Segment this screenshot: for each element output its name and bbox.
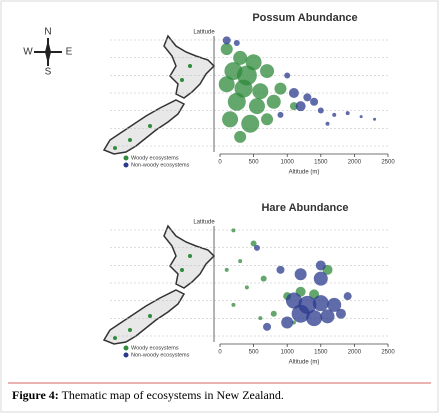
- x-tick-label: 500: [249, 160, 260, 166]
- x-tick-label: 2500: [381, 160, 395, 166]
- compass: N S W E: [23, 27, 72, 78]
- x-tick-label: 2500: [381, 350, 395, 356]
- bubble: [313, 271, 328, 286]
- compass-n: N: [44, 27, 51, 38]
- x-tick-label: 1500: [314, 350, 328, 356]
- bubble: [250, 240, 257, 247]
- bubble: [261, 113, 274, 126]
- x-tick-label: 1000: [281, 160, 295, 166]
- x-tick-label: 0: [218, 350, 222, 356]
- bubble: [224, 267, 229, 272]
- bubble: [227, 92, 246, 111]
- bubble: [233, 50, 248, 65]
- bubble: [222, 36, 231, 45]
- x-tick-label: 500: [249, 350, 260, 356]
- legend-label: Non-woody ecosystems: [131, 162, 190, 168]
- bubble: [281, 316, 294, 329]
- bubble: [277, 111, 284, 118]
- bubble: [285, 292, 302, 309]
- bubble: [303, 93, 312, 102]
- bubble: [325, 121, 330, 126]
- bubble: [291, 304, 310, 323]
- bubble: [320, 309, 335, 324]
- caption-text: Thematic map of ecosystems in New Zealan…: [62, 388, 284, 402]
- bubble: [306, 310, 323, 327]
- bubble: [270, 310, 277, 317]
- bubble: [253, 244, 260, 251]
- legend-swatch: [123, 162, 129, 168]
- caption: Figure 4: Thematic map of ecosystems in …: [12, 388, 284, 402]
- x-tick-label: 1500: [314, 160, 328, 166]
- bubble: [260, 64, 275, 79]
- bubble: [244, 285, 249, 290]
- bubble: [241, 114, 260, 133]
- x-tick-label: 2000: [348, 350, 362, 356]
- bubble: [231, 302, 236, 307]
- bubble: [218, 76, 235, 93]
- bubble: [294, 268, 307, 281]
- chart-title: Possum Abundance: [252, 12, 357, 24]
- bubble: [222, 111, 239, 128]
- y-axis-label: Latitude: [193, 220, 215, 226]
- chart-title: Hare Abundance: [261, 202, 348, 214]
- bubble: [231, 228, 236, 233]
- compass-s: S: [45, 67, 52, 78]
- bubble: [345, 111, 350, 116]
- legend-swatch: [123, 155, 129, 161]
- bubble: [332, 112, 337, 117]
- legend-swatch: [123, 345, 129, 351]
- bubble: [295, 101, 306, 112]
- legend-label: Woody ecosystems: [131, 345, 179, 351]
- bubble: [343, 292, 352, 301]
- bubble: [317, 107, 324, 114]
- bubble: [252, 83, 269, 100]
- compass-e: E: [66, 47, 73, 58]
- legend-label: Non-woody ecosystems: [131, 352, 190, 358]
- bubble: [373, 117, 377, 121]
- bubble: [284, 72, 291, 79]
- bubble: [359, 115, 363, 119]
- compass-w: W: [23, 47, 33, 58]
- bubble: [335, 308, 346, 319]
- x-tick-label: 1000: [281, 350, 295, 356]
- bubble: [234, 130, 247, 143]
- bubble: [276, 265, 285, 274]
- bubble: [274, 82, 287, 95]
- bubble: [258, 316, 263, 321]
- bubble: [289, 102, 298, 111]
- bubble: [312, 295, 329, 312]
- legend-swatch: [123, 352, 129, 358]
- bubble: [315, 260, 326, 271]
- legend-label: Woody ecosystems: [131, 155, 179, 161]
- bubble: [260, 275, 267, 282]
- x-tick-label: 2000: [348, 160, 362, 166]
- bubble: [233, 40, 240, 47]
- bubble: [248, 98, 265, 115]
- x-tick-label: 0: [218, 160, 222, 166]
- bubble: [263, 322, 272, 331]
- caption-label: Figure 4:: [12, 388, 59, 402]
- bubble: [266, 94, 281, 109]
- bubble: [238, 259, 243, 264]
- x-axis-label: Altitude (m): [289, 360, 320, 366]
- bubble: [310, 97, 319, 106]
- bubble: [288, 88, 299, 98]
- bubble: [220, 43, 233, 56]
- bubble: [327, 297, 342, 312]
- x-axis-label: Altitude (m): [289, 170, 320, 176]
- y-axis-label: Latitude: [193, 30, 215, 36]
